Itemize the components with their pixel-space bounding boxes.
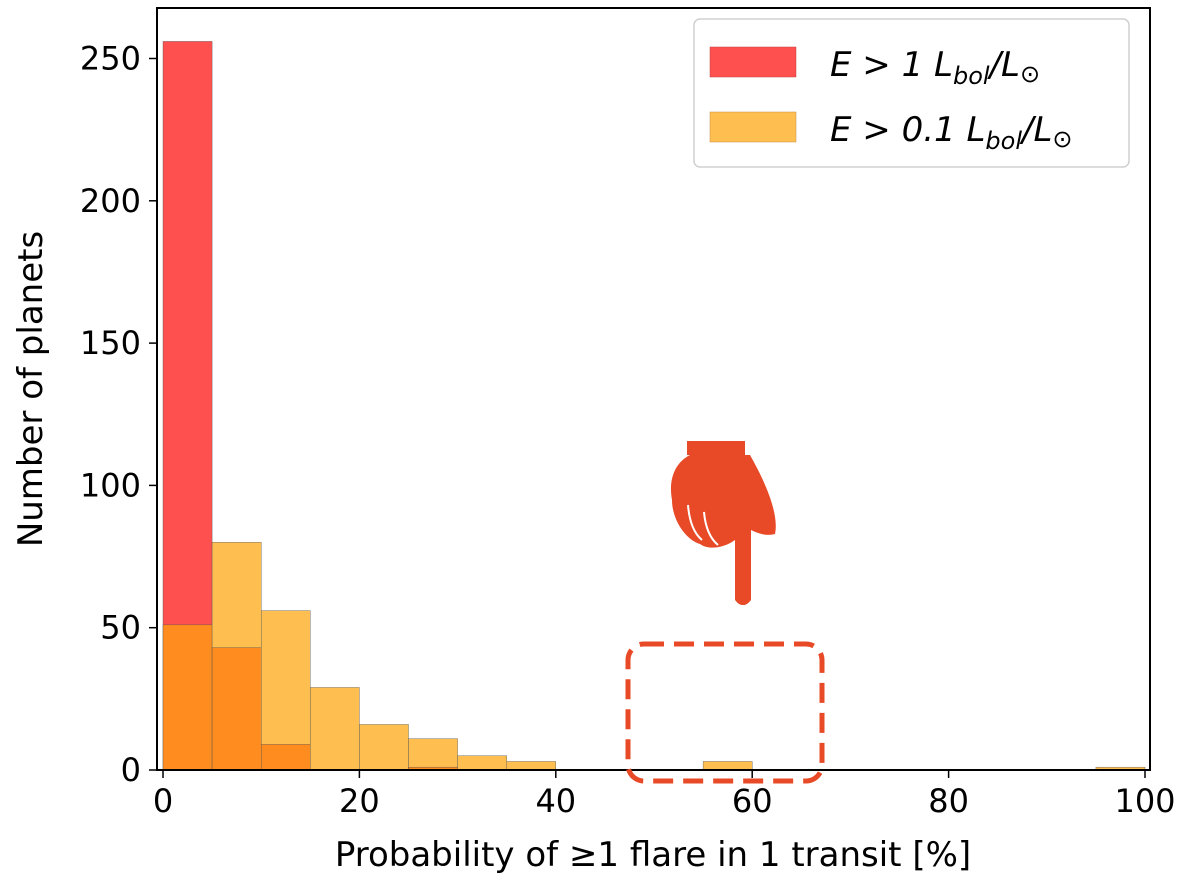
x-tick-label-5: 100 <box>1114 782 1175 820</box>
x-tick-label-3: 60 <box>732 782 773 820</box>
x-tick-label-1: 20 <box>339 782 380 820</box>
bar-overlap-0 <box>162 624 213 771</box>
y-tick-label-5: 250 <box>80 40 141 78</box>
legend-label-1: E > 1 Lbol/L⊙ <box>830 45 1040 90</box>
hand-knuckle-lines <box>687 504 719 546</box>
bar-orange-11 <box>702 761 753 771</box>
x-tick-label-2: 40 <box>535 782 576 820</box>
legend: E > 1 Lbol/L⊙ E > 0.1 Lbol/L⊙ <box>693 18 1130 168</box>
plot-frame <box>156 7 1151 771</box>
highlight-dashed-box <box>625 641 825 784</box>
y-tick-label-1: 50 <box>100 609 141 647</box>
bar-orange-7 <box>506 761 557 771</box>
x-axis-label: Probability of ≥1 flare in 1 transit [%] <box>335 835 971 875</box>
bar-orange-2 <box>261 610 311 771</box>
y-tick-label-2: 100 <box>80 466 141 504</box>
y-axis-label: Number of planets <box>11 231 51 547</box>
bar-overlap-2 <box>261 744 311 771</box>
bar-orange-4 <box>359 724 409 771</box>
y-tick-label-3: 150 <box>80 324 141 362</box>
y-tick-label-4: 200 <box>80 182 141 220</box>
bar-orange-6 <box>457 755 507 771</box>
x-tick-label-4: 80 <box>928 782 969 820</box>
legend-label-2: E > 0.1 Lbol/L⊙ <box>830 110 1073 155</box>
bars-layer <box>162 41 1146 771</box>
bar-overlap-1 <box>211 647 262 771</box>
ticks-layer: 0 20 40 60 80 100 0 50 100 150 200 250 <box>80 40 1176 821</box>
y-tick-label-0: 0 <box>121 751 141 789</box>
bar-orange-5 <box>408 738 458 771</box>
legend-swatch-2 <box>709 111 797 143</box>
legend-box <box>693 18 1130 168</box>
legend-swatch-1 <box>709 46 797 78</box>
x-tick-label-0: 0 <box>153 782 173 820</box>
bar-orange-3 <box>310 687 360 771</box>
pointing-hand-icon <box>670 441 776 605</box>
